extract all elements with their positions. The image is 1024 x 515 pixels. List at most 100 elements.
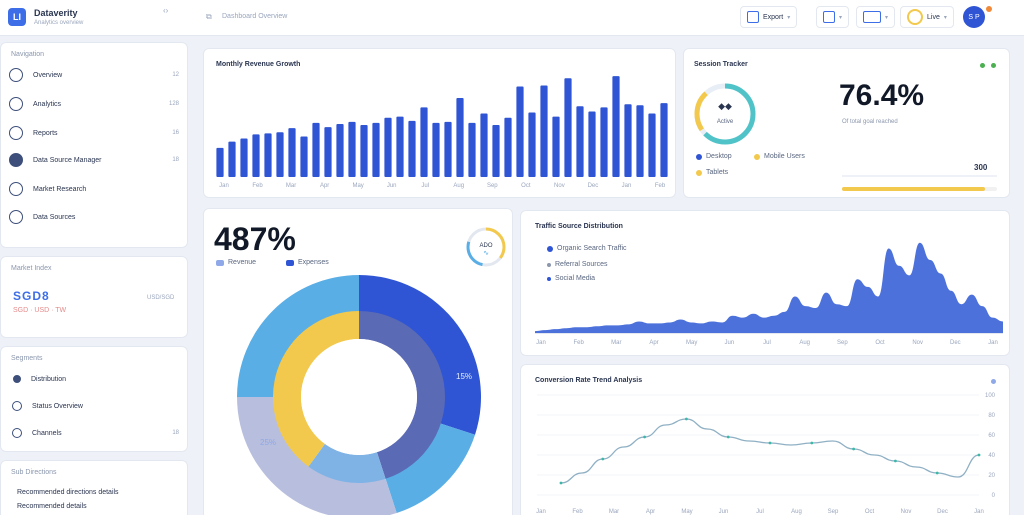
app-subtitle: Analytics overview [34,20,84,26]
bar-mark [456,97,464,177]
user-avatar[interactable]: S P [963,6,985,28]
badge-ring[interactable]: ADO ∿ [464,225,508,269]
kpi-progress-fill [842,187,985,191]
traffic-area-panel: Traffic Source Distribution Organic Sear… [520,210,1010,356]
breadcrumb[interactable]: Dashboard Overview [222,13,288,20]
sidebar-item-data-sources[interactable]: Data Sources [9,207,179,227]
donut-label: 25% [260,438,276,447]
x-tick-label: Oct [865,509,875,515]
share-icon [9,210,23,224]
legend-dot [696,153,702,160]
bar-mark [660,103,668,177]
session-kpi-panel: Session Tracker ◆◆ Active 76.4% Of total… [683,48,1010,198]
segment-item-channels[interactable]: Channels 18 [9,423,179,443]
chart-icon [9,97,23,111]
line-panel-title: Conversion Rate Trend Analysis [535,377,643,384]
sidebar-heading: Navigation [11,51,45,58]
x-tick-label: Jun [387,183,397,189]
donut-panel: 487% Revenue Expenses ADO ∿ 15% 25% [203,208,513,515]
bar-mark [300,136,308,177]
legend-label: Social Media [555,275,596,282]
status-button[interactable]: Live ▾ [900,6,954,28]
line-panel-menu-icon[interactable] [991,379,996,384]
segments-heading: Segments [11,355,43,362]
segment-count: 18 [172,430,179,436]
app-title: Dataverity [34,8,78,18]
sub-direction-line[interactable]: Recommended directions details [17,489,119,496]
status-label: Live [927,13,940,21]
legend-label: Expenses [298,259,329,266]
kpi-subtext: Of total goal reached [842,119,898,125]
segment-label: Distribution [31,375,67,383]
legend-revenue: Revenue [216,259,256,266]
export-button[interactable]: Export ▾ [740,6,798,28]
legend-tablets: Tablets [696,169,728,176]
area-panel-title: Traffic Source Distribution [535,223,623,230]
y-tick-label: 40 [988,453,995,459]
x-tick-label: May [686,340,697,346]
x-tick-label: Nov [912,340,923,346]
kpi-panel-title: Session Tracker [694,61,748,68]
bar-mark [408,120,416,177]
sidebar-item-overview[interactable]: Overview 12 [9,65,179,85]
bar-mark [444,121,452,177]
legend-expenses: Expenses [286,259,329,266]
x-tick-label: Jan [536,340,546,346]
sub-direction-line[interactable]: Recommended details [17,503,87,510]
collapse-sidebar-icon[interactable]: ‹› [163,6,169,15]
view-toggle-button[interactable]: ▾ [816,6,850,28]
donut-slice [384,422,476,514]
sidebar-item-analytics[interactable]: Analytics 128 [9,94,179,114]
sidebar-item-count: 16 [172,130,179,136]
line-point [977,453,981,457]
sidebar-item-reports[interactable]: Reports 16 [9,123,179,143]
legend-dot [547,276,551,281]
filter-button[interactable]: ▾ [856,6,896,28]
x-tick-label: Jan [988,340,998,346]
sidebar-item-data-source-manager[interactable]: Data Source Manager 18 [9,150,179,170]
settings-icon [12,401,22,411]
chevron-down-icon: ▾ [943,14,947,21]
area-fill [535,242,1003,333]
legend-desktop: Desktop [696,153,732,160]
grid-icon [823,11,835,23]
legend-label: Mobile Users [764,153,805,160]
sub-directions-heading: Sub Directions [11,469,57,476]
x-tick-label: Jan [219,183,229,189]
chevron-down-icon: ▾ [787,14,791,21]
legend-label: Organic Search Traffic [557,245,627,252]
bar-mark [432,122,440,177]
list-icon [13,375,21,383]
bar-mark [324,127,332,177]
area-chart: Jan Feb Mar Apr May Jun Jul Aug Sep Oct Nov Dec Jan [535,242,1003,346]
bar-mark [648,113,656,177]
bar-panel-title: Monthly Revenue Growth [216,61,301,68]
legend-dot [696,169,702,176]
sidebar-item-label: Reports [33,129,58,137]
bar-mark [492,125,500,177]
segment-label: Channels [32,429,62,437]
kpi-progress-track [842,187,997,191]
bar-mark [276,132,284,177]
globe-icon [9,68,23,82]
donut-slice [359,311,445,479]
x-tick-label: Jun [724,340,734,346]
kpi-big-value: 76.4% [839,79,925,112]
line-point [643,435,646,439]
app-logo[interactable]: LI [8,8,26,26]
legend-referral: Referral Sources [547,261,608,268]
segment-item-status-overview[interactable]: Status Overview [9,396,179,416]
x-tick-label: Nov [901,509,912,515]
session-ring-chart: ◆◆ Active [694,83,756,145]
chevron-down-icon: ▾ [885,14,889,21]
top-bar: LI Dataverity Analytics overview ‹› ⧉ Da… [0,0,1024,36]
sidebar-item-market-research[interactable]: Market Research [9,179,179,199]
x-tick-label: Feb [573,340,584,346]
x-tick-label: Dec [950,340,961,346]
segment-item-distribution[interactable]: Distribution [9,369,179,389]
sidebar-item-count: 128 [168,101,179,107]
sidebar-item-label: Data Source Manager [33,156,102,164]
line-point [935,471,939,475]
bar-mark [528,112,536,177]
x-tick-label: Jul [756,509,764,515]
